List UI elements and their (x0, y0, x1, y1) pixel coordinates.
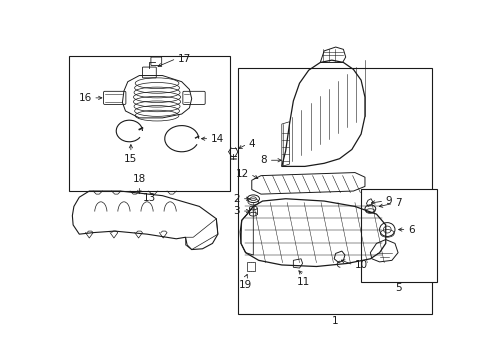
Bar (246, 262, 254, 271)
Bar (360, 189, 436, 282)
Text: 10: 10 (354, 260, 367, 270)
Text: 8: 8 (260, 155, 266, 165)
Text: 9: 9 (385, 196, 391, 206)
Bar (238, 68, 431, 314)
Text: 5: 5 (395, 283, 401, 293)
Text: 14: 14 (210, 134, 224, 144)
Text: 17: 17 (178, 54, 191, 64)
Text: 19: 19 (239, 280, 252, 289)
Text: 16: 16 (78, 93, 91, 103)
Text: 12: 12 (235, 169, 248, 179)
Text: 3: 3 (233, 206, 240, 216)
Text: 4: 4 (248, 139, 255, 149)
Text: 2: 2 (233, 194, 240, 204)
Text: 7: 7 (394, 198, 401, 208)
Text: 13: 13 (142, 193, 156, 203)
Text: 11: 11 (296, 277, 309, 287)
Text: 15: 15 (124, 154, 137, 164)
Text: 6: 6 (407, 225, 414, 235)
Text: 18: 18 (132, 174, 146, 184)
Text: 1: 1 (331, 316, 338, 326)
Bar (68, 56, 230, 191)
